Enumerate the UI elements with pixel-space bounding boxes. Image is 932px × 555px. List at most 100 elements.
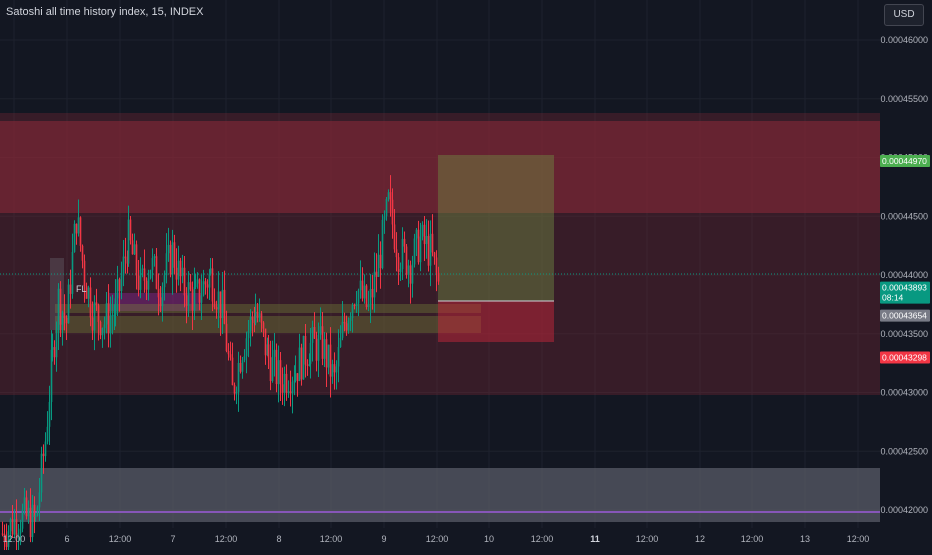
time-axis[interactable]: 12:00 6 12:00 7 12:00 8 12:00 9 12:00 10 12:00 11 12… <box>3 534 870 544</box>
candle-body <box>15 519 18 539</box>
resistance-zone-inner <box>0 121 880 213</box>
candle-body <box>267 344 270 358</box>
candle-body <box>323 339 326 359</box>
candle-body <box>243 356 246 361</box>
candle-body <box>407 265 410 275</box>
candle-body <box>345 323 348 331</box>
candle-body <box>137 275 140 290</box>
candle-body <box>359 280 362 291</box>
candle-body <box>163 275 166 288</box>
candle-body <box>165 253 168 276</box>
candle-body <box>61 312 64 325</box>
candle-body <box>196 279 199 284</box>
candle-body <box>425 235 428 245</box>
candle-body <box>126 258 129 264</box>
price-tick-label: 0.00043000 <box>880 388 928 398</box>
candle-body <box>67 284 70 324</box>
candle-body <box>231 357 234 386</box>
candle-body <box>353 305 356 307</box>
candle-body <box>357 290 360 304</box>
candle-body <box>397 257 400 272</box>
take-profit-price-tag: 0.00044970 <box>882 156 927 166</box>
support-grey-zone <box>0 468 880 522</box>
candle-body <box>69 284 72 294</box>
candle-body <box>308 363 311 366</box>
candle-body <box>101 328 104 336</box>
candle-body <box>204 281 207 285</box>
candlestick-series <box>1 175 440 555</box>
candle-body <box>7 531 10 547</box>
candle-body <box>211 268 214 302</box>
candle-body <box>77 217 80 234</box>
candle-body <box>433 252 436 258</box>
candle-body <box>3 533 6 543</box>
candle-body <box>50 349 53 402</box>
price-axis[interactable]: 0.000460000.000455000.000450000.00044500… <box>880 35 928 515</box>
candle-body <box>260 313 263 323</box>
candle-body <box>401 238 404 270</box>
entry-price-tag: 0.00043654 <box>882 311 927 321</box>
candle-body <box>241 360 244 372</box>
long-position-loss-zone[interactable] <box>438 301 554 342</box>
candle-body <box>173 242 176 268</box>
time-tick-label: 12 <box>695 534 705 544</box>
candle-body <box>131 240 134 255</box>
candle-body <box>395 249 398 258</box>
time-tick-label: 7 <box>170 534 175 544</box>
candle-body <box>129 219 132 241</box>
price-tick-label: 0.00042500 <box>880 446 928 456</box>
candle-body <box>399 269 402 272</box>
candle-body <box>44 441 47 457</box>
candle-body <box>349 318 352 321</box>
candle-body <box>219 291 222 319</box>
candle-body <box>431 233 434 253</box>
candle-body <box>337 346 340 367</box>
candle-body <box>279 360 282 385</box>
time-tick-label: 12:00 <box>531 534 554 544</box>
candle-body <box>103 324 106 329</box>
candle-body <box>1 533 4 535</box>
candle-body <box>369 288 372 305</box>
candle-body <box>413 238 416 265</box>
candle-body <box>149 270 152 279</box>
candle-body <box>287 391 290 393</box>
candle-body <box>183 267 186 296</box>
candle-body <box>361 280 364 299</box>
candle-body <box>289 391 292 394</box>
candle-body <box>391 199 394 225</box>
candle-body <box>247 330 250 339</box>
candle-body <box>79 217 82 246</box>
currency-button[interactable]: USD <box>884 4 924 26</box>
candle-body <box>29 507 32 538</box>
last-price-tag-bg <box>880 281 930 304</box>
candle-body <box>375 271 378 277</box>
candle-body <box>304 335 307 365</box>
candle-body <box>91 317 94 331</box>
candle-body <box>59 288 62 325</box>
candle-body <box>27 507 30 517</box>
candle-body <box>141 268 144 270</box>
candle-body <box>296 373 299 381</box>
candle-body <box>111 315 114 317</box>
candle-body <box>75 223 78 234</box>
candle-body <box>435 257 438 273</box>
candle-body <box>194 283 197 288</box>
candle-body <box>116 279 119 299</box>
candle-body <box>157 288 160 298</box>
candle-body <box>215 307 218 310</box>
candle-body <box>403 238 406 247</box>
candle-body <box>309 342 312 364</box>
long-position-profit-zone[interactable] <box>438 155 554 301</box>
candle-body <box>355 303 358 306</box>
candle-body <box>161 287 164 307</box>
candle-body <box>85 286 88 299</box>
candle-body <box>151 258 154 271</box>
candle-body <box>223 289 226 324</box>
candle-body <box>262 322 265 329</box>
candle-body <box>264 328 267 356</box>
price-tick-label: 0.00044500 <box>880 211 928 221</box>
candle-body <box>343 321 346 324</box>
candle-body <box>256 311 259 318</box>
